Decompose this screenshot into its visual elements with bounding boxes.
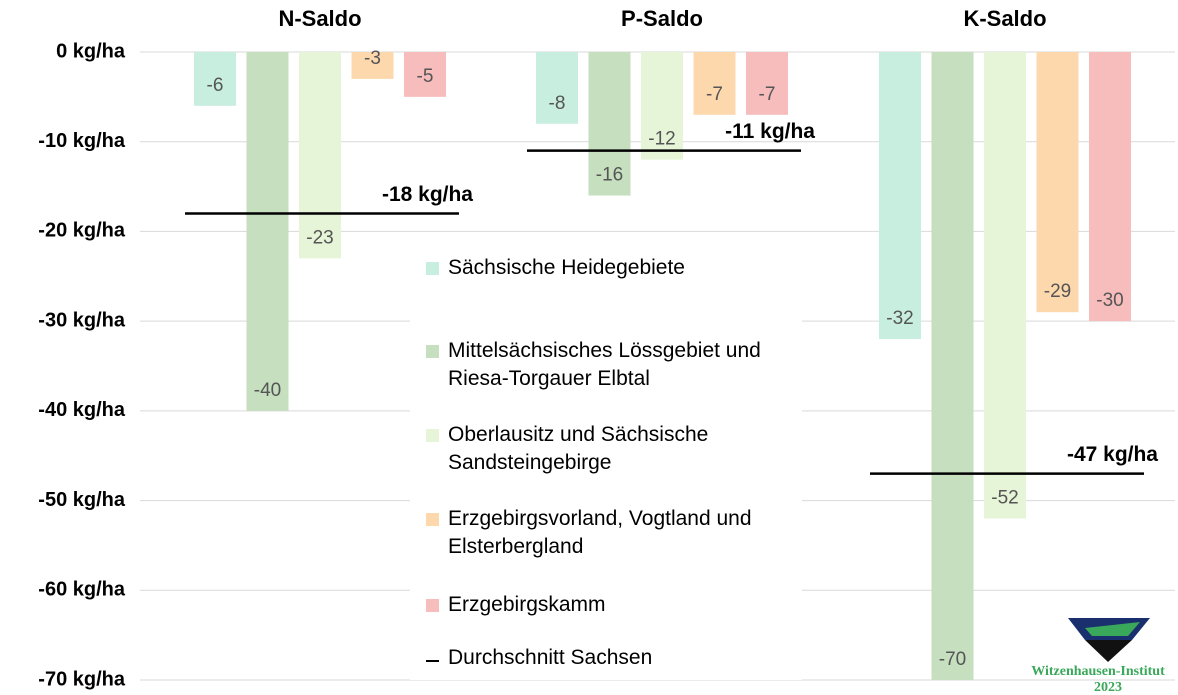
y-tick-label: -60 kg/ha	[38, 579, 126, 601]
legend-swatch	[426, 660, 439, 662]
value-label: -8	[549, 93, 566, 114]
logo-shape	[1085, 640, 1132, 662]
legend-swatch	[426, 429, 439, 442]
value-label: -32	[886, 308, 913, 329]
legend-label: Erzgebirgsvorland, Vogtland und Elsterbe…	[448, 507, 752, 558]
logo-text: Witzenhausen-Institut	[1031, 664, 1165, 679]
legend-item: Sächsische Heidegebiete	[426, 254, 788, 282]
category-label: P-Saldo	[621, 6, 703, 31]
value-label: -40	[254, 380, 281, 401]
legend-label: Oberlausitz und Sächsische Sandsteingebi…	[448, 423, 709, 474]
bar	[641, 52, 683, 160]
bar	[351, 52, 394, 79]
legend-swatch	[426, 262, 439, 275]
value-label: -70	[939, 649, 966, 670]
legend-item: Mittelsächsisches Lössgebiet und Riesa-T…	[426, 337, 788, 393]
value-label: -23	[306, 227, 333, 248]
legend-swatch	[426, 345, 439, 358]
bar	[404, 52, 446, 97]
y-tick-label: -10 kg/ha	[38, 130, 126, 152]
category-label: K-Saldo	[963, 6, 1046, 31]
bar	[536, 52, 578, 124]
legend-item: Oberlausitz und Sächsische Sandsteingebi…	[426, 421, 788, 477]
bar	[246, 52, 289, 411]
bar	[1089, 52, 1131, 322]
value-label: -16	[596, 165, 623, 186]
value-label: -7	[759, 84, 776, 105]
bar	[194, 52, 236, 106]
legend-item: Erzgebirgsvorland, Vogtland und Elsterbe…	[426, 505, 788, 561]
legend-label: Durchschnitt Sachsen	[448, 646, 653, 669]
y-tick-label: -70 kg/ha	[38, 668, 126, 690]
average-label: -18 kg/ha	[382, 183, 473, 206]
legend-swatch	[426, 599, 439, 612]
legend-label: Erzgebirgskamm	[448, 593, 606, 616]
bar	[588, 52, 631, 196]
bar	[1036, 52, 1079, 313]
logo-year: 2023	[1094, 680, 1122, 695]
legend-label: Mittelsächsisches Lössgebiet und Riesa-T…	[448, 339, 761, 390]
bar	[984, 52, 1026, 519]
bar	[299, 52, 341, 259]
value-label: -3	[364, 48, 381, 69]
legend-item: Durchschnitt Sachsen	[426, 644, 788, 672]
legend-label: Sächsische Heidegebiete	[448, 256, 685, 279]
y-tick-label: -40 kg/ha	[38, 399, 126, 421]
legend: Sächsische Heidegebiete Mittelsächsisches…	[410, 240, 802, 680]
value-label: -7	[706, 84, 723, 105]
y-tick-label: -30 kg/ha	[38, 309, 126, 331]
average-label: -47 kg/ha	[1067, 443, 1158, 466]
value-label: -6	[207, 75, 224, 96]
value-label: -29	[1044, 281, 1071, 302]
logo-shape	[1085, 622, 1140, 636]
bar	[931, 52, 974, 680]
value-label: -52	[991, 488, 1018, 509]
bar	[693, 52, 736, 115]
legend-item: Erzgebirgskamm	[426, 591, 788, 619]
category-label: N-Saldo	[278, 6, 361, 31]
y-tick-label: -50 kg/ha	[38, 489, 126, 511]
legend-swatch	[426, 513, 439, 526]
average-label: -11 kg/ha	[725, 120, 815, 143]
value-label: -5	[417, 66, 434, 87]
y-tick-label: 0 kg/ha	[56, 40, 126, 62]
value-label: -12	[648, 129, 675, 150]
y-tick-label: -20 kg/ha	[38, 220, 126, 242]
value-label: -30	[1096, 290, 1123, 311]
bar	[879, 52, 921, 340]
bar	[746, 52, 788, 115]
